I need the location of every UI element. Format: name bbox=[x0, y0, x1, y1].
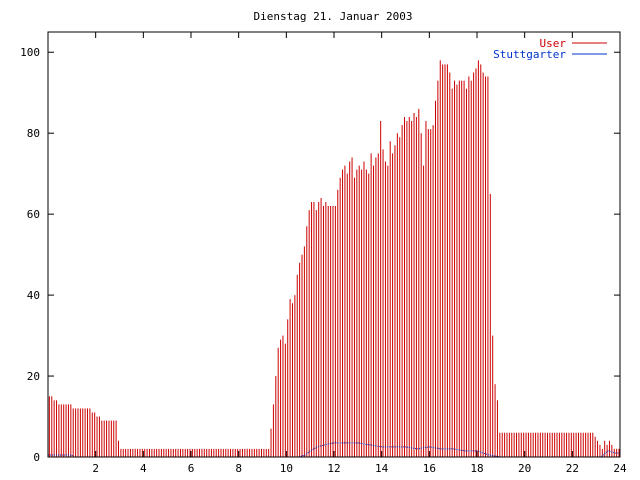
x-tick-label: 10 bbox=[280, 462, 293, 475]
x-tick-label: 16 bbox=[423, 462, 436, 475]
y-tick-label: 0 bbox=[33, 451, 40, 464]
legend-label-1: Stuttgarter bbox=[493, 48, 566, 61]
y-tick-label: 40 bbox=[27, 289, 40, 302]
y-tick-label: 80 bbox=[27, 127, 40, 140]
x-tick-label: 12 bbox=[327, 462, 340, 475]
y-tick-label: 100 bbox=[20, 46, 40, 59]
x-tick-label: 14 bbox=[375, 462, 389, 475]
y-tick-label: 60 bbox=[27, 208, 40, 221]
user-series bbox=[48, 60, 620, 457]
stuttgarter-series bbox=[48, 442, 620, 458]
x-tick-label: 20 bbox=[518, 462, 531, 475]
y-tick-label: 20 bbox=[27, 370, 40, 383]
x-tick-label: 4 bbox=[140, 462, 147, 475]
chart-title: Dienstag 21. Januar 2003 bbox=[254, 10, 413, 23]
plot-frame bbox=[47, 31, 621, 458]
x-tick-label: 8 bbox=[235, 462, 242, 475]
x-tick-label: 24 bbox=[613, 462, 627, 475]
x-tick-label: 2 bbox=[92, 462, 99, 475]
x-tick-label: 6 bbox=[188, 462, 195, 475]
stuttgarter-line bbox=[48, 442, 620, 458]
x-tick-label: 22 bbox=[566, 462, 579, 475]
x-tick-label: 18 bbox=[470, 462, 483, 475]
legend-label-0: User bbox=[540, 37, 567, 50]
